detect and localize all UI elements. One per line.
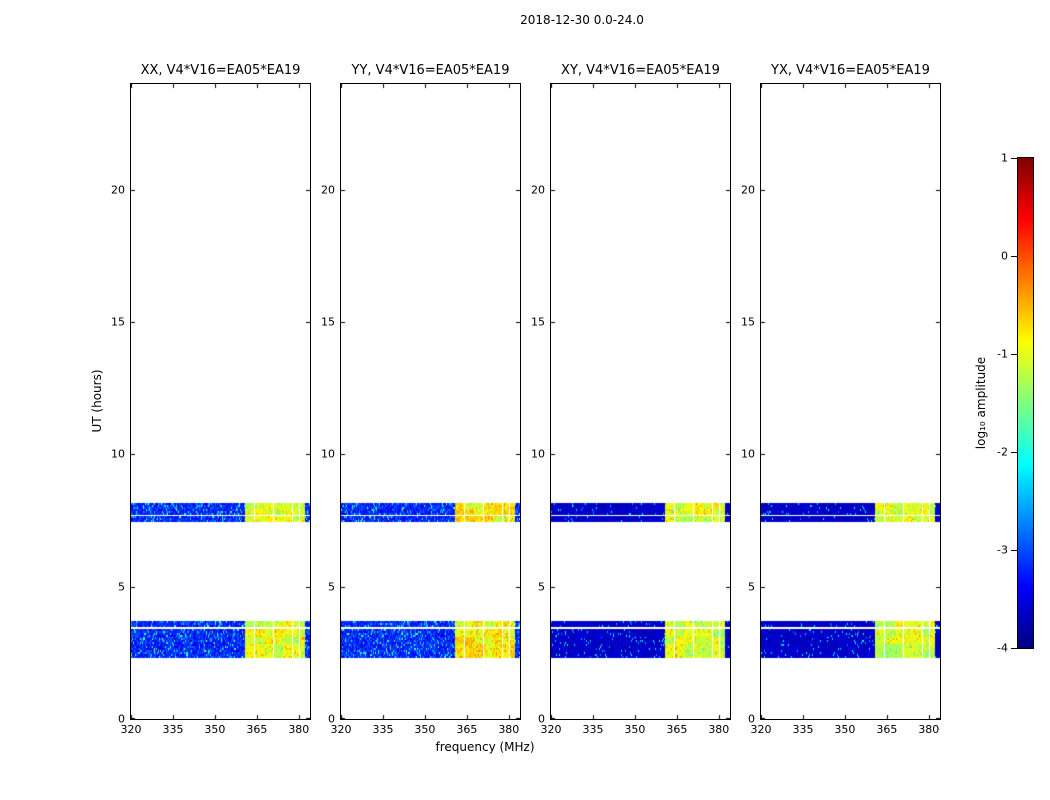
heatmap-panel-yy xyxy=(340,83,521,720)
panel-title-yx: YX, V4*V16=EA05*EA19 xyxy=(771,63,930,78)
x-tick-label: 350 xyxy=(834,723,856,736)
y-tick-label: 15 xyxy=(321,315,335,329)
colorbar-tick-label: 0 xyxy=(1001,249,1008,263)
y-tick-label: 20 xyxy=(321,183,335,197)
y-tick-label: 0 xyxy=(328,712,335,726)
x-tick-label: 335 xyxy=(582,723,604,736)
y-tick-label: 15 xyxy=(111,315,125,329)
x-tick-label: 350 xyxy=(204,723,226,736)
colorbar-tick-mark xyxy=(1011,256,1017,257)
y-tick-label: 0 xyxy=(748,712,755,726)
x-tick-label: 320 xyxy=(120,723,142,736)
colorbar-tick-label: 1 xyxy=(1001,151,1008,165)
x-tick-label: 320 xyxy=(750,723,772,736)
y-tick-label: 10 xyxy=(321,447,335,461)
x-tick-label: 335 xyxy=(372,723,394,736)
x-tick-label: 350 xyxy=(414,723,436,736)
x-tick-label: 320 xyxy=(540,723,562,736)
colorbar-tick-mark xyxy=(1011,452,1017,453)
colorbar-tick-label: -4 xyxy=(997,641,1008,655)
x-tick-label: 380 xyxy=(918,723,940,736)
colorbar-tick-label: -1 xyxy=(997,347,1008,361)
x-tick-label: 365 xyxy=(876,723,898,736)
panel-title-yy: YY, V4*V16=EA05*EA19 xyxy=(351,63,510,78)
heatmap-panel-yx xyxy=(760,83,941,720)
colorbar-tick-mark xyxy=(1011,354,1017,355)
y-tick-label: 10 xyxy=(531,447,545,461)
colorbar-tick-label: -3 xyxy=(997,543,1008,557)
colorbar-tick-label: -2 xyxy=(997,445,1008,459)
x-tick-label: 335 xyxy=(162,723,184,736)
x-tick-label: 365 xyxy=(456,723,478,736)
heatmap-panel-xy xyxy=(550,83,731,720)
x-tick-label: 335 xyxy=(792,723,814,736)
panel-title-xx: XX, V4*V16=EA05*EA19 xyxy=(140,63,301,78)
x-tick-label: 350 xyxy=(624,723,646,736)
colorbar-tick-mark xyxy=(1011,648,1017,649)
figure-title: 2018-12-30 0.0-24.0 xyxy=(520,13,644,27)
x-tick-label: 380 xyxy=(498,723,520,736)
panel-title-xy: XY, V4*V16=EA05*EA19 xyxy=(561,63,720,78)
x-tick-label: 365 xyxy=(666,723,688,736)
x-axis-label: frequency (MHz) xyxy=(435,740,535,754)
heatmap-panel-xx xyxy=(130,83,311,720)
y-tick-label: 15 xyxy=(531,315,545,329)
y-tick-label: 0 xyxy=(118,712,125,726)
colorbar-tick-mark xyxy=(1011,550,1017,551)
y-tick-label: 5 xyxy=(328,580,335,594)
x-tick-label: 380 xyxy=(288,723,310,736)
y-tick-label: 5 xyxy=(538,580,545,594)
y-tick-label: 15 xyxy=(741,315,755,329)
x-tick-label: 380 xyxy=(708,723,730,736)
y-tick-label: 0 xyxy=(538,712,545,726)
y-tick-label: 20 xyxy=(531,183,545,197)
y-tick-label: 20 xyxy=(111,183,125,197)
x-tick-label: 320 xyxy=(330,723,352,736)
y-axis-label: UT (hours) xyxy=(90,369,104,433)
y-tick-label: 10 xyxy=(111,447,125,461)
y-tick-label: 5 xyxy=(748,580,755,594)
colorbar-tick-mark xyxy=(1011,158,1017,159)
y-tick-label: 5 xyxy=(118,580,125,594)
colorbar-gradient xyxy=(1017,157,1034,649)
x-tick-label: 365 xyxy=(246,723,268,736)
y-tick-label: 10 xyxy=(741,447,755,461)
y-tick-label: 20 xyxy=(741,183,755,197)
colorbar-label: log₁₀ amplitude xyxy=(974,356,988,450)
